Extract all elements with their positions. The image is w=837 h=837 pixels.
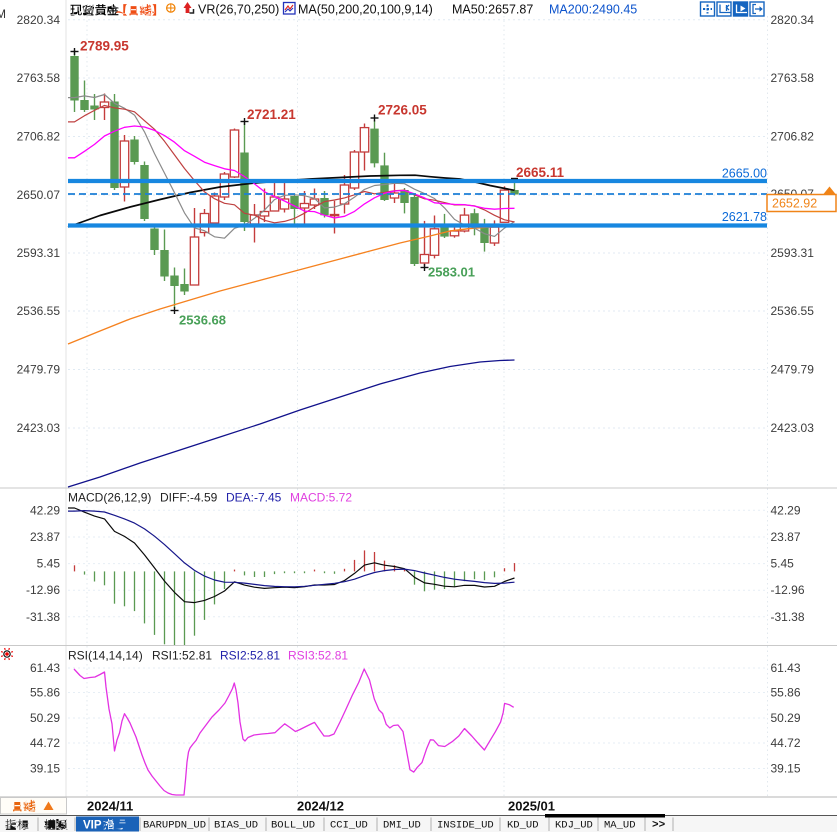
svg-text:2536.55: 2536.55 [771, 304, 815, 318]
svg-text:5.45: 5.45 [771, 557, 795, 571]
svg-text:2479.79: 2479.79 [771, 363, 815, 377]
svg-text:-31.38: -31.38 [771, 610, 805, 624]
svg-text:DEA:-7.45: DEA:-7.45 [226, 491, 282, 505]
svg-text:2665.11: 2665.11 [516, 165, 565, 180]
svg-text:42.29: 42.29 [30, 503, 60, 517]
svg-text:23.87: 23.87 [771, 530, 801, 544]
svg-text:BOLL_UD: BOLL_UD [271, 820, 315, 832]
svg-text:2726.05: 2726.05 [378, 103, 427, 118]
svg-text:23.87: 23.87 [30, 530, 60, 544]
svg-text:2423.03: 2423.03 [771, 421, 815, 435]
svg-text:CCI_UD: CCI_UD [330, 820, 368, 832]
svg-text:2763.58: 2763.58 [17, 71, 61, 85]
svg-text:44.72: 44.72 [771, 736, 801, 750]
svg-text:2665.00: 2665.00 [722, 167, 767, 181]
svg-text:RSI3:52.81: RSI3:52.81 [288, 649, 348, 663]
svg-text:MA_UD: MA_UD [604, 820, 636, 832]
svg-text:VIP: VIP [83, 820, 102, 832]
svg-text:MACD(26,12,9): MACD(26,12,9) [68, 491, 151, 505]
svg-text:-31.38: -31.38 [26, 610, 60, 624]
svg-text:39.15: 39.15 [30, 762, 60, 776]
svg-text:-12.96: -12.96 [26, 583, 60, 597]
svg-text:2593.31: 2593.31 [17, 246, 61, 260]
svg-text:2024/11: 2024/11 [87, 799, 133, 814]
svg-text:BIAS_UD: BIAS_UD [214, 820, 258, 832]
svg-text:-12.96: -12.96 [771, 583, 805, 597]
svg-text:RSI1:52.81: RSI1:52.81 [152, 649, 212, 663]
svg-text:2721.21: 2721.21 [247, 107, 296, 122]
svg-text:2621.78: 2621.78 [722, 210, 767, 224]
svg-text:2820.34: 2820.34 [771, 13, 815, 27]
svg-text:42.29: 42.29 [771, 503, 801, 517]
svg-text:2706.82: 2706.82 [771, 130, 815, 144]
svg-text:61.43: 61.43 [771, 661, 801, 675]
svg-text:M: M [0, 7, 6, 21]
svg-text:BARUPDN_UD: BARUPDN_UD [143, 820, 206, 832]
svg-text:2652.92: 2652.92 [772, 197, 817, 211]
svg-text:39.15: 39.15 [771, 762, 801, 776]
svg-text:2763.58: 2763.58 [771, 71, 815, 85]
svg-text:MA50:2657.87: MA50:2657.87 [452, 3, 533, 17]
svg-text:VR(26,70,250): VR(26,70,250) [198, 3, 279, 17]
svg-text:2706.82: 2706.82 [17, 130, 61, 144]
svg-text:MACD:5.72: MACD:5.72 [290, 491, 352, 505]
svg-text:50.29: 50.29 [771, 711, 801, 725]
svg-text:>>: >> [652, 820, 666, 832]
svg-text:2479.79: 2479.79 [17, 363, 61, 377]
svg-text:MA200:2490.45: MA200:2490.45 [549, 3, 637, 17]
svg-text:2820.34: 2820.34 [17, 13, 61, 27]
svg-text:2650.07: 2650.07 [17, 188, 61, 202]
svg-text:DMI_UD: DMI_UD [383, 820, 421, 832]
svg-text:DIFF:-4.59: DIFF:-4.59 [160, 491, 218, 505]
svg-text:2025/01: 2025/01 [508, 799, 555, 814]
svg-text:2583.01: 2583.01 [428, 265, 475, 280]
svg-text:INSIDE_UD: INSIDE_UD [437, 820, 494, 832]
svg-text:50.29: 50.29 [30, 711, 60, 725]
svg-text:2024/12: 2024/12 [297, 799, 344, 814]
svg-text:2536.68: 2536.68 [179, 313, 226, 328]
svg-text:55.86: 55.86 [771, 686, 801, 700]
svg-text:2423.03: 2423.03 [17, 421, 61, 435]
svg-text:KD_UD: KD_UD [507, 820, 539, 832]
svg-text:5.45: 5.45 [37, 557, 61, 571]
svg-text:KDJ_UD: KDJ_UD [555, 820, 593, 832]
svg-text:61.43: 61.43 [30, 661, 60, 675]
svg-text:2536.55: 2536.55 [17, 304, 61, 318]
svg-text:55.86: 55.86 [30, 686, 60, 700]
svg-text:2593.31: 2593.31 [771, 246, 815, 260]
svg-text:RSI(14,14,14): RSI(14,14,14) [68, 649, 143, 663]
svg-text:2789.95: 2789.95 [80, 39, 129, 54]
svg-text:44.72: 44.72 [30, 736, 60, 750]
svg-text:RSI2:52.81: RSI2:52.81 [220, 649, 280, 663]
svg-text:MA(50,200,20,100,9,14): MA(50,200,20,100,9,14) [298, 3, 433, 17]
